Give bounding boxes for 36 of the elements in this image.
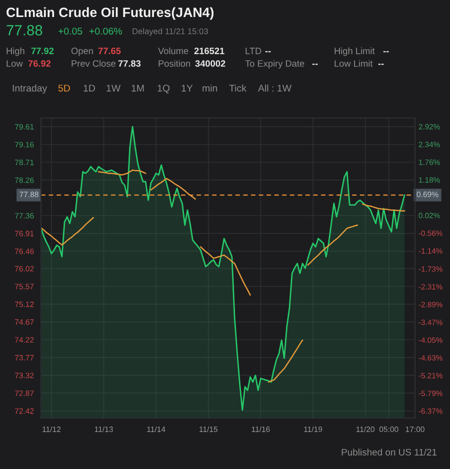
text: Volume <box>158 47 188 54</box>
text: -- <box>312 64 318 65</box>
text: To Expiry Date <box>245 60 304 69</box>
text: 1Y <box>182 84 193 92</box>
text: 1W <box>106 84 121 92</box>
text: High <box>6 47 24 56</box>
text: 76.92 <box>28 60 51 67</box>
text: Intraday <box>12 84 48 94</box>
text: -- <box>265 51 271 52</box>
text: 1D <box>84 84 95 92</box>
text: -- <box>383 51 389 52</box>
text: 216521 <box>194 48 224 54</box>
text: 1Q <box>158 84 170 94</box>
text: Published on US 11/21 <box>342 448 437 456</box>
text: +0.05 <box>58 28 82 35</box>
text: Prev Close <box>72 60 116 67</box>
text: Position <box>158 60 190 67</box>
text: -- <box>378 64 384 65</box>
text: 77.88 <box>6 25 42 36</box>
text: 340002 <box>195 60 226 67</box>
text: 77.83 <box>118 60 141 67</box>
text: 77.65 <box>98 48 121 54</box>
text: Tick <box>229 84 246 92</box>
text: Delayed 11/21 15:03 <box>132 28 208 36</box>
text: Low <box>6 60 23 67</box>
text: 5D <box>58 84 70 92</box>
chart-title: CLmain Crude Oil Futures(JAN4) <box>6 7 214 20</box>
text: 77.92 <box>31 48 54 54</box>
text: Low Limit <box>334 60 373 67</box>
text: Open <box>71 48 93 56</box>
text: min <box>202 84 218 92</box>
text: High Limit <box>334 47 375 56</box>
text: LTD <box>246 48 262 54</box>
text: 1M <box>132 84 144 92</box>
text: All : 1W <box>258 84 292 92</box>
text: +0.06% <box>89 28 122 35</box>
